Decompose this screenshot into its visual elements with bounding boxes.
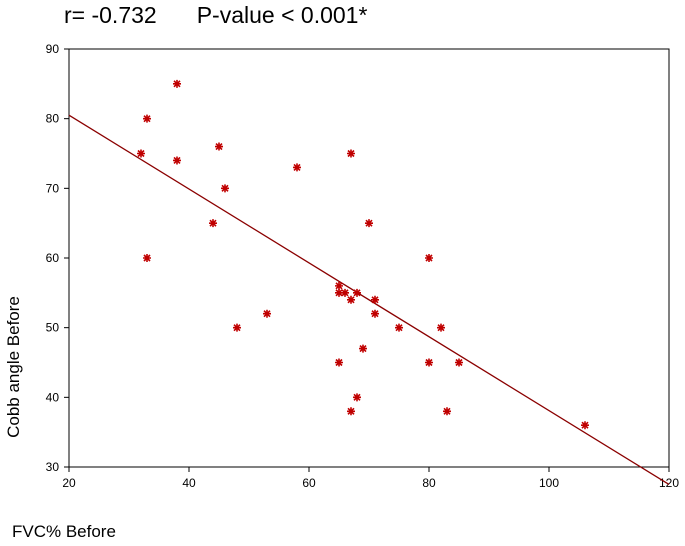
star-marker	[353, 393, 361, 402]
data-point	[425, 254, 433, 262]
data-point	[455, 358, 463, 367]
data-point	[353, 393, 361, 402]
star-marker	[263, 309, 271, 318]
x-tick-label: 120	[659, 476, 679, 490]
y-tick-label: 40	[46, 390, 60, 404]
star-marker	[347, 149, 355, 158]
star-marker	[293, 163, 301, 172]
star-marker	[335, 358, 343, 367]
y-axis-title: Cobb angle Before	[4, 296, 23, 438]
x-tick-label: 60	[302, 476, 316, 490]
data-point	[209, 219, 217, 228]
star-marker	[443, 407, 451, 416]
star-marker	[395, 323, 403, 332]
star-marker	[173, 79, 181, 88]
data-point	[353, 288, 361, 297]
y-tick-label: 90	[46, 42, 60, 56]
data-point	[143, 114, 151, 123]
star-marker	[137, 149, 145, 158]
x-tick-label: 80	[422, 476, 436, 490]
star-marker	[221, 184, 229, 193]
star-marker	[353, 288, 361, 297]
data-point	[143, 254, 151, 262]
data-point	[347, 407, 355, 416]
data-point	[263, 309, 271, 318]
star-marker	[341, 288, 349, 297]
star-marker	[335, 288, 343, 297]
data-point	[233, 323, 241, 332]
star-marker	[233, 323, 241, 332]
x-axis-title: FVC% Before	[12, 522, 116, 541]
star-marker	[371, 295, 379, 304]
y-tick-label: 60	[46, 251, 60, 265]
plot-area-frame	[68, 48, 670, 468]
data-point	[347, 149, 355, 158]
x-tick-label: 20	[62, 476, 76, 490]
data-point	[335, 281, 343, 290]
correlation-header: r= -0.732 P-value < 0.001*	[64, 2, 367, 29]
star-marker	[425, 254, 433, 262]
star-marker	[425, 358, 433, 367]
star-marker	[347, 407, 355, 416]
x-tick-label: 40	[182, 476, 196, 490]
data-point	[293, 163, 301, 172]
data-point	[395, 323, 403, 332]
data-point	[371, 309, 379, 318]
star-marker	[359, 344, 367, 353]
data-point	[347, 295, 355, 304]
p-value-text: P-value < 0.001*	[196, 2, 368, 28]
star-marker	[335, 281, 343, 290]
data-point	[335, 358, 343, 367]
data-point	[221, 184, 229, 193]
star-marker	[209, 219, 217, 228]
y-tick-label: 50	[46, 321, 60, 335]
data-point	[359, 344, 367, 353]
y-tick-label: 70	[46, 181, 60, 195]
x-tick-label: 100	[539, 476, 559, 490]
data-point	[425, 358, 433, 367]
y-tick-label: 80	[46, 112, 60, 126]
star-marker	[143, 114, 151, 123]
data-point	[173, 79, 181, 88]
data-point	[137, 149, 145, 158]
star-marker	[581, 421, 589, 430]
regression-line-group	[68, 114, 670, 485]
regression-line	[68, 114, 670, 485]
y-tick-label: 30	[46, 460, 60, 474]
data-point	[173, 156, 181, 165]
data-point	[437, 323, 445, 332]
star-marker	[365, 219, 373, 228]
data-point	[215, 142, 223, 151]
star-marker	[437, 323, 445, 332]
data-points	[137, 79, 589, 430]
star-marker	[143, 254, 151, 262]
data-point	[335, 288, 343, 297]
star-marker	[173, 156, 181, 165]
data-point	[443, 407, 451, 416]
star-marker	[215, 142, 223, 151]
star-marker	[455, 358, 463, 367]
star-marker	[347, 295, 355, 304]
data-point	[341, 288, 349, 297]
data-point	[581, 421, 589, 430]
axis-ticks: 20 40 60 80 100 120 30 40 50 60 70 80 90	[46, 42, 680, 490]
data-point	[365, 219, 373, 228]
r-value-text: r= -0.732	[64, 2, 157, 28]
star-marker	[371, 309, 379, 318]
data-point	[371, 295, 379, 304]
